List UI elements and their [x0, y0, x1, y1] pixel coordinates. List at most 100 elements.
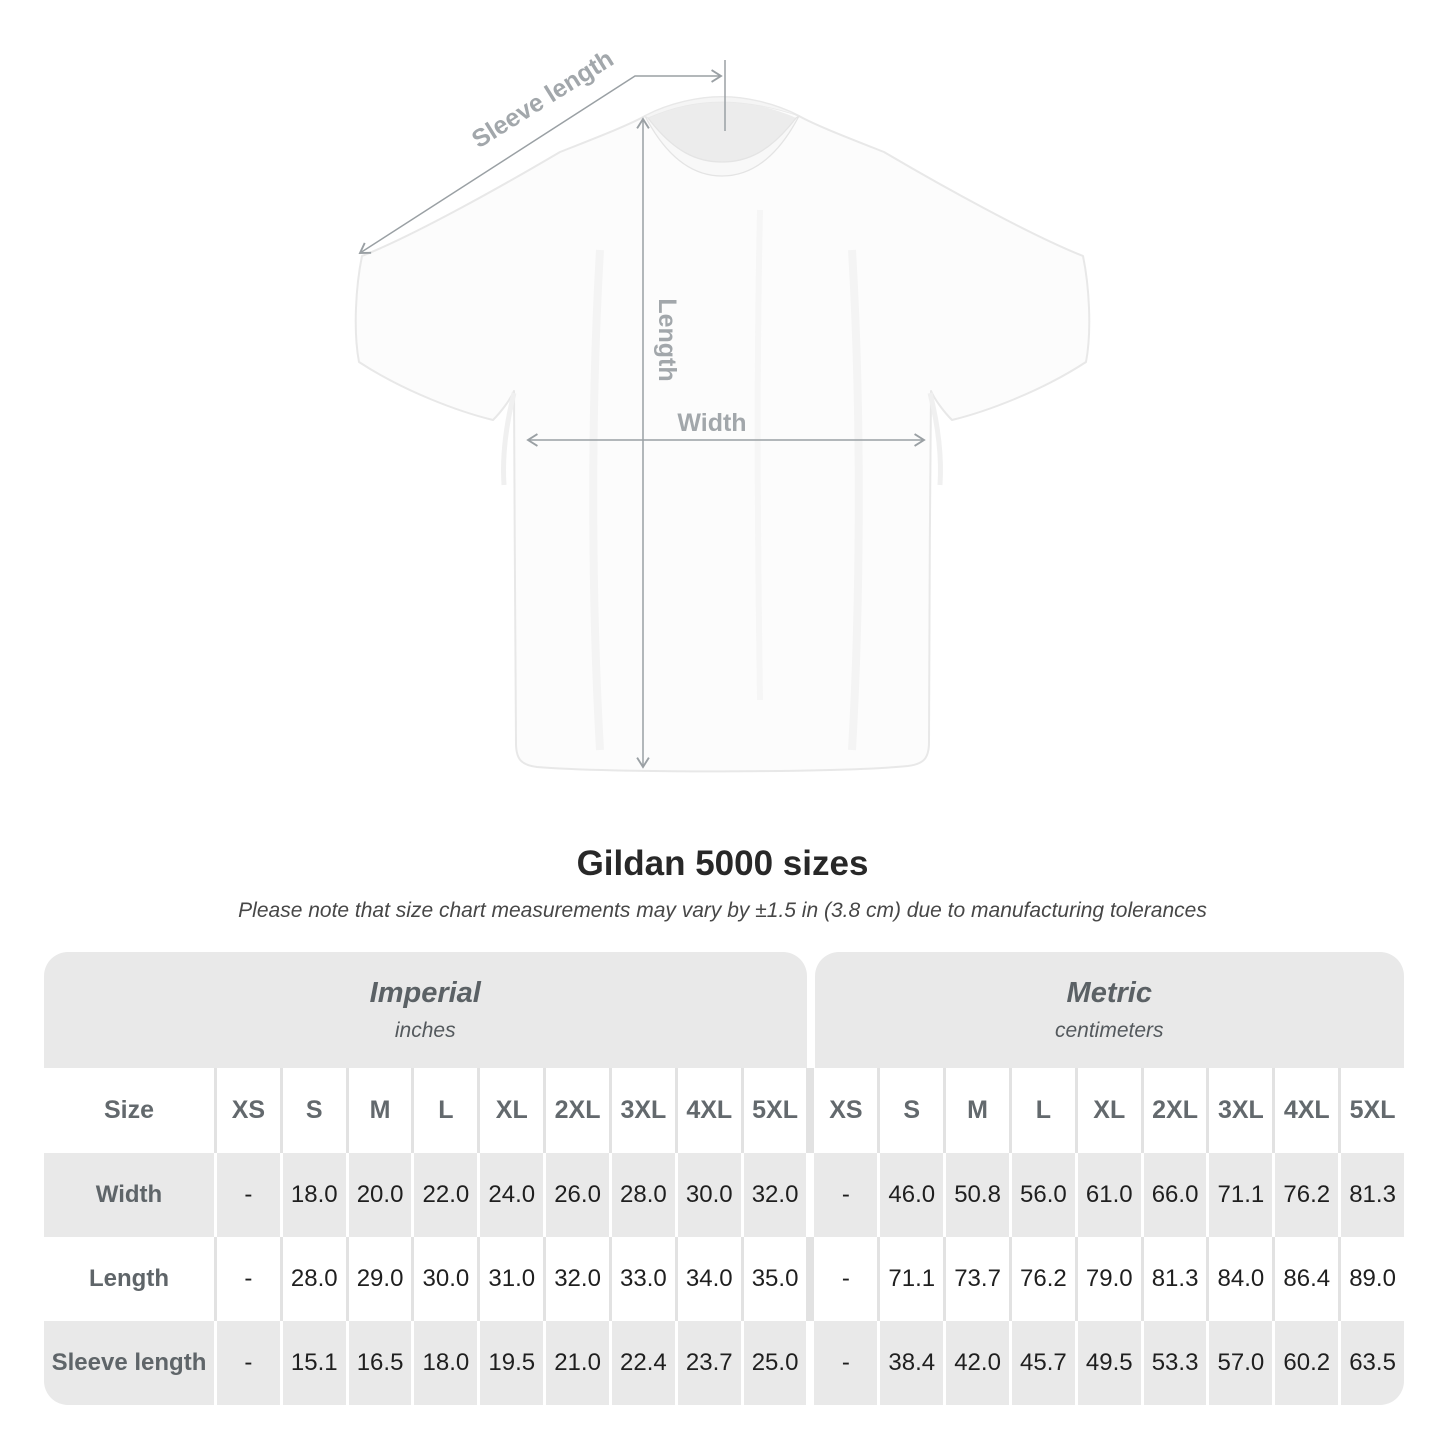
value-cell: 46.0	[880, 1153, 944, 1237]
value-cell: 30.0	[677, 1153, 741, 1237]
value-cell: 60.2	[1275, 1321, 1339, 1405]
row-label: Sleeve length	[44, 1321, 214, 1405]
value-cell: 29.0	[348, 1237, 412, 1321]
value-cell: 56.0	[1011, 1153, 1075, 1237]
metric-panel: Metric centimeters	[814, 952, 1404, 1068]
size-header-imperial: L	[414, 1068, 478, 1153]
unit-group-divider	[809, 1237, 811, 1321]
value-cell: 73.7	[946, 1237, 1009, 1321]
value-cell: 28.0	[282, 1237, 346, 1321]
value-cell: 22.0	[414, 1153, 478, 1237]
wrinkle-center	[754, 209, 763, 701]
value-cell: 25.0	[743, 1321, 807, 1405]
value-cell: -	[814, 1237, 878, 1321]
value-cell: 71.1	[1209, 1153, 1273, 1237]
size-header-metric: M	[946, 1068, 1009, 1153]
value-cell: 23.7	[677, 1321, 741, 1405]
size-table: Imperial inches Metric centimeters Size …	[44, 952, 1404, 1405]
size-header-metric: XL	[1077, 1068, 1141, 1153]
sleeve-length-row: Sleeve length - 15.1 16.5 18.0 19.5 21.0…	[44, 1321, 1404, 1405]
width-label: Width	[677, 409, 746, 437]
size-header-imperial: XS	[217, 1068, 280, 1153]
size-header-imperial: 2XL	[546, 1068, 609, 1153]
page-title: Gildan 5000 sizes	[576, 844, 869, 883]
value-cell: 63.5	[1341, 1321, 1404, 1405]
size-header-imperial: S	[282, 1068, 346, 1153]
unit-group-divider	[809, 1153, 811, 1237]
tolerance-note: Please note that size chart measurements…	[238, 899, 1207, 922]
value-cell: 53.3	[1143, 1321, 1207, 1405]
wrinkle-left	[589, 249, 604, 751]
value-cell: 50.8	[946, 1153, 1009, 1237]
value-cell: 49.5	[1077, 1321, 1141, 1405]
size-header-metric: 2XL	[1143, 1068, 1207, 1153]
size-header-imperial: 5XL	[743, 1068, 807, 1153]
wrinkle-right	[848, 249, 863, 751]
value-cell: -	[814, 1153, 878, 1237]
value-cell: 24.0	[480, 1153, 544, 1237]
length-label: Length	[653, 298, 681, 381]
value-cell: 32.0	[546, 1237, 609, 1321]
row-label: Length	[44, 1237, 214, 1321]
value-cell: 32.0	[743, 1153, 807, 1237]
size-header-metric: L	[1011, 1068, 1075, 1153]
sleeve-length-dimension-line	[358, 69, 723, 254]
imperial-title: Imperial	[369, 977, 481, 1009]
value-cell: 28.0	[611, 1153, 675, 1237]
value-cell: 16.5	[348, 1321, 412, 1405]
value-cell: 86.4	[1275, 1237, 1339, 1321]
size-header-metric: 3XL	[1209, 1068, 1273, 1153]
value-cell: 81.3	[1143, 1237, 1207, 1321]
value-cell: 81.3	[1341, 1153, 1404, 1237]
value-cell: 19.5	[480, 1321, 544, 1405]
value-cell: 84.0	[1209, 1237, 1273, 1321]
size-header-metric: XS	[814, 1068, 878, 1153]
value-cell: 76.2	[1011, 1237, 1075, 1321]
value-cell: 33.0	[611, 1237, 675, 1321]
size-header-imperial: M	[348, 1068, 412, 1153]
tshirt-diagram-svg: Sleeve length Length Width	[354, 45, 1091, 773]
value-cell: -	[217, 1237, 280, 1321]
tshirt-measurement-diagram: Sleeve length Length Width	[354, 45, 1091, 773]
value-cell: -	[217, 1321, 280, 1405]
value-cell: 26.0	[546, 1153, 609, 1237]
row-label: Width	[44, 1153, 214, 1237]
value-cell: 15.1	[282, 1321, 346, 1405]
unit-group-divider	[809, 1321, 811, 1405]
value-cell: 18.0	[414, 1321, 478, 1405]
value-cell: 42.0	[946, 1321, 1009, 1405]
size-header-row: Size XS S M L XL 2XL 3XL 4XL 5XL XS S M …	[44, 1068, 1404, 1153]
size-header-imperial: 3XL	[611, 1068, 675, 1153]
size-header-metric: 5XL	[1341, 1068, 1404, 1153]
metric-unit: centimeters	[1054, 1019, 1164, 1042]
unit-group-divider	[809, 1068, 811, 1153]
imperial-unit: inches	[394, 1019, 456, 1042]
size-column-header: Size	[44, 1068, 214, 1153]
value-cell: 79.0	[1077, 1237, 1141, 1321]
value-cell: -	[814, 1321, 878, 1405]
unit-header-row: Imperial inches Metric centimeters	[44, 952, 1404, 1068]
value-cell: 30.0	[414, 1237, 478, 1321]
value-cell: 89.0	[1341, 1237, 1404, 1321]
value-cell: 18.0	[282, 1153, 346, 1237]
value-cell: 22.4	[611, 1321, 675, 1405]
size-header-metric: S	[880, 1068, 944, 1153]
metric-title: Metric	[1066, 977, 1152, 1009]
size-header-imperial: XL	[480, 1068, 544, 1153]
value-cell: 20.0	[348, 1153, 412, 1237]
value-cell: 21.0	[546, 1321, 609, 1405]
value-cell: 31.0	[480, 1237, 544, 1321]
value-cell: 76.2	[1275, 1153, 1339, 1237]
imperial-panel: Imperial inches	[44, 952, 807, 1068]
size-header-imperial: 4XL	[677, 1068, 741, 1153]
value-cell: 34.0	[677, 1237, 741, 1321]
value-cell: -	[217, 1153, 280, 1237]
length-row: Length - 28.0 29.0 30.0 31.0 32.0 33.0 3…	[44, 1237, 1404, 1321]
value-cell: 45.7	[1011, 1321, 1075, 1405]
underarm-shadow-right	[927, 392, 943, 486]
value-cell: 35.0	[743, 1237, 807, 1321]
width-row: Width - 18.0 20.0 22.0 24.0 26.0 28.0 30…	[44, 1153, 1404, 1237]
value-cell: 71.1	[880, 1237, 944, 1321]
underarm-shadow-left	[501, 392, 517, 486]
